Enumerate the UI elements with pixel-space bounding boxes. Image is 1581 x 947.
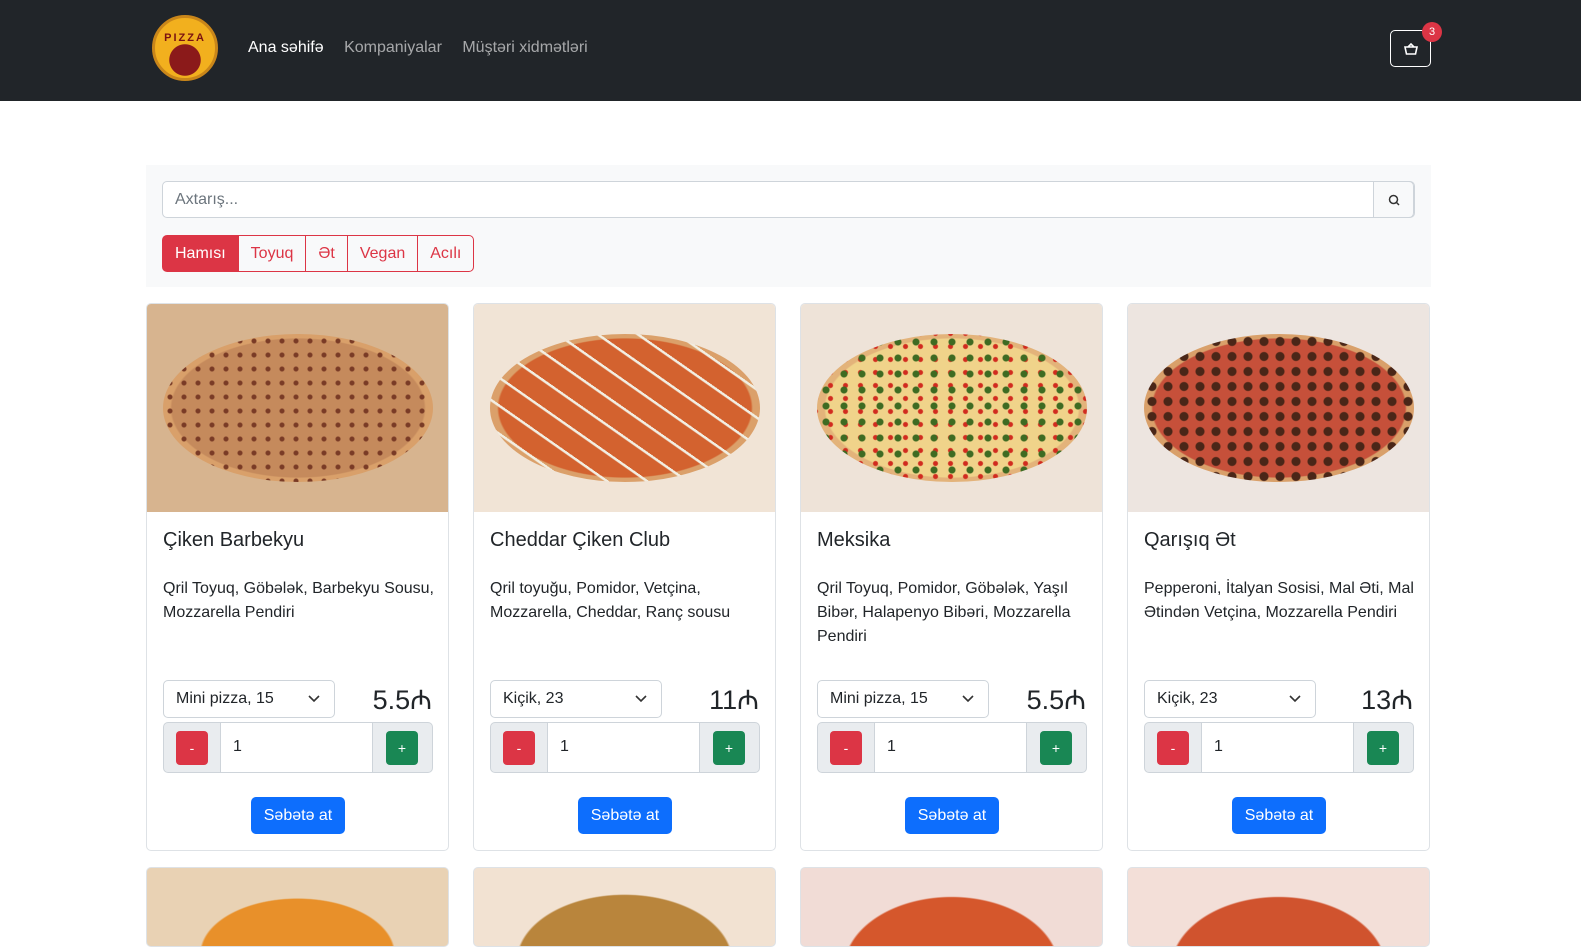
add-to-cart-button[interactable]: Səbətə at	[251, 797, 345, 834]
quantity-input[interactable]: 1	[547, 723, 700, 772]
product-card: Çiken Barbekyu Qril Toyuq, Göbələk, Barbe…	[146, 303, 449, 851]
size-select[interactable]: Mini pizza, 15	[817, 680, 989, 718]
size-value: Mini pizza, 15	[176, 690, 274, 707]
chevron	[962, 695, 974, 703]
product-image[interactable]	[147, 304, 448, 512]
nav-links: Ana səhifə Kompaniyalar Müştəri xidmətlə…	[248, 39, 604, 57]
product-title: Qarışıq Ət	[1144, 529, 1236, 551]
quantity-group: -1 +	[163, 722, 433, 773]
cart-button[interactable]: 3	[1390, 22, 1442, 67]
add-to-cart-button[interactable]: Səbətə at	[1232, 797, 1326, 834]
filter-button[interactable]: Vegan	[346, 235, 419, 272]
add-to-cart-button[interactable]: Səbətə at	[578, 797, 672, 834]
nav-link[interactable]: Ana səhifə	[248, 39, 324, 56]
product-card: Qarışıq Ət Pepperoni, İtalyan Sosisi, Mal…	[1127, 303, 1430, 851]
filter-button[interactable]: Hamısı	[162, 235, 239, 272]
product-image[interactable]	[801, 304, 1102, 512]
product-title: Meksika	[817, 529, 891, 551]
nav-link[interactable]: Kompaniyalar	[344, 39, 442, 56]
product-title: Cheddar Çiken Club	[490, 529, 671, 551]
quantity-group: -1 +	[1144, 722, 1414, 773]
pizza-photo	[817, 334, 1087, 482]
card-image[interactable]	[146, 867, 449, 947]
product-description: Pepperoni, İtalyan Sosisi, Mal Əti, Mal …	[1144, 580, 1414, 621]
logo[interactable]: PIZZA	[152, 15, 218, 81]
pizza-photo	[1144, 334, 1414, 482]
minus-button[interactable]: -	[176, 731, 208, 765]
product-price: 5.5₼	[1026, 685, 1086, 715]
product-image[interactable]	[474, 304, 775, 512]
search-button[interactable]	[1373, 181, 1414, 218]
pizza-photo	[490, 334, 760, 482]
minus-button[interactable]: -	[503, 731, 535, 765]
plus-button[interactable]: +	[386, 731, 418, 765]
product-price: 5.5₼	[372, 685, 432, 715]
quantity-input[interactable]: 1	[874, 723, 1027, 772]
card-image[interactable]	[800, 867, 1103, 947]
navbar: PIZZA Ana səhifə Kompaniyalar Müştəri xi…	[0, 0, 1581, 101]
pizza-photo	[163, 334, 433, 482]
card-image[interactable]	[473, 867, 776, 947]
quantity-group: -1 +	[490, 722, 760, 773]
minus-button[interactable]: -	[830, 731, 862, 765]
size-select[interactable]: Mini pizza, 15	[163, 680, 335, 718]
plus-button[interactable]: +	[1367, 731, 1399, 765]
product-card: Meksika Qril Toyuq, Pomidor, Göbələk, Yaş…	[800, 303, 1103, 851]
chevron	[635, 695, 647, 703]
plus-button[interactable]: +	[1040, 731, 1072, 765]
product-price: 11₼	[709, 685, 759, 715]
filter-button[interactable]: Toyuq	[237, 235, 307, 272]
chevron	[308, 695, 320, 703]
plus-button[interactable]: +	[713, 731, 745, 765]
filter-button[interactable]: Acılı	[417, 235, 475, 272]
search-input[interactable]: Axtarış...	[162, 181, 1415, 218]
add-to-cart-button[interactable]: Səbətə at	[905, 797, 999, 834]
filter-panel: Axtarış... Hamısı Toyuq Ət Vegan Acılı	[146, 165, 1431, 287]
product-image[interactable]	[1128, 304, 1429, 512]
product-description: Qril Toyuq, Göbələk, Barbekyu Sousu, Moz…	[163, 580, 434, 621]
filter-button[interactable]: Ət	[305, 235, 348, 272]
filter-group: Hamısı Toyuq Ət Vegan Acılı	[162, 235, 475, 272]
quantity-input[interactable]: 1	[1201, 723, 1354, 772]
size-value: Kiçik, 23	[503, 690, 564, 707]
basket-icon	[1404, 43, 1418, 55]
card-image[interactable]	[1127, 867, 1430, 947]
size-select[interactable]: Kiçik, 23	[1144, 680, 1316, 718]
chevron	[1289, 695, 1301, 703]
product-title: Çiken Barbekyu	[163, 529, 305, 551]
search-icon	[1388, 194, 1400, 206]
size-select[interactable]: Kiçik, 23	[490, 680, 662, 718]
size-value: Kiçik, 23	[1157, 690, 1218, 707]
product-description: Qril Toyuq, Pomidor, Göbələk, Yaşıl Bibə…	[817, 580, 1071, 645]
product-card: Cheddar Çiken Club Qril toyuğu, Pomidor, …	[473, 303, 776, 851]
size-value: Mini pizza, 15	[830, 690, 928, 707]
product-description: Qril toyuğu, Pomidor, Vetçina, Mozzarell…	[490, 580, 731, 621]
quantity-input[interactable]: 1	[220, 723, 373, 772]
cart-badge: 3	[1422, 22, 1442, 42]
nav-link[interactable]: Müştəri xidmətləri	[462, 39, 588, 56]
search-placeholder: Axtarış...	[175, 191, 239, 208]
product-price: 13₼	[1361, 685, 1413, 715]
quantity-group: -1 +	[817, 722, 1087, 773]
minus-button[interactable]: -	[1157, 731, 1189, 765]
